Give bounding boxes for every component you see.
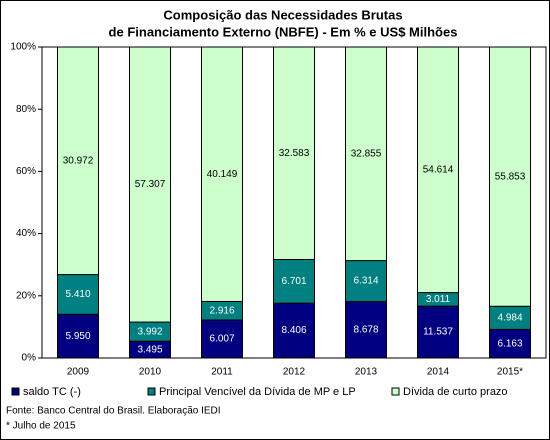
x-tick-label: 2013 [355, 367, 378, 378]
legend-swatch [391, 387, 400, 396]
data-label: 5.950 [65, 331, 90, 342]
y-tick-label: 100% [10, 42, 36, 53]
legend-label: saldo TC (-) [23, 386, 81, 398]
bar-segment [345, 301, 387, 359]
note: * Julho de 2015 [6, 421, 76, 432]
data-label: 6.007 [209, 334, 234, 345]
bar-segment [129, 46, 171, 323]
bar-segment [489, 46, 531, 307]
bar-segment [273, 302, 315, 359]
x-tick-label: 2012 [283, 367, 306, 378]
data-label: 6.163 [497, 338, 522, 349]
data-label: 8.678 [353, 324, 378, 335]
data-label: 3.495 [137, 344, 162, 355]
bar-segment [201, 319, 243, 359]
data-label: 55.853 [495, 171, 526, 182]
bar-segment [417, 46, 459, 294]
bar-segment [417, 305, 459, 359]
bar-segment [345, 46, 387, 262]
chart-title: Composição das Necessidades Brutas [163, 7, 402, 22]
y-tick-label: 20% [16, 290, 36, 301]
x-tick-label: 2009 [67, 367, 90, 378]
y-tick-label: 60% [16, 166, 36, 177]
x-tick-label: 2010 [139, 367, 162, 378]
chart-title: de Financiamento Externo (NBFE) - Em % e… [109, 24, 458, 39]
y-tick-label: 40% [16, 228, 36, 239]
data-label: 2.916 [209, 305, 234, 316]
data-label: 3.011 [426, 294, 451, 305]
bar-segment [201, 46, 243, 302]
data-label: 4.984 [497, 312, 522, 323]
data-label: 32.855 [351, 148, 382, 159]
legend-swatch [11, 387, 20, 396]
data-label: 3.992 [137, 326, 162, 337]
legend-label: Principal Vencível da Dívida de MP e LP [159, 386, 356, 398]
legend-label: Dívida de curto prazo [403, 386, 508, 398]
bar-segment [273, 46, 315, 260]
source: Fonte: Banco Central do Brasil. Elaboraç… [6, 406, 221, 417]
y-tick-label: 80% [16, 104, 36, 115]
data-label: 57.307 [135, 179, 166, 190]
data-label: 6.314 [353, 276, 378, 287]
data-label: 8.406 [281, 325, 306, 336]
data-label: 40.149 [207, 169, 238, 180]
data-label: 5.410 [65, 289, 90, 300]
bar-segment [345, 260, 387, 303]
bar-segment [57, 46, 99, 276]
x-tick-label: 2014 [427, 367, 450, 378]
data-label: 54.614 [423, 164, 454, 175]
data-label: 32.583 [279, 148, 310, 159]
x-tick-label: 2015* [497, 367, 523, 378]
x-tick-label: 2011 [211, 367, 233, 378]
data-label: 11.537 [423, 327, 453, 338]
bar-segment [489, 328, 531, 359]
bar-segment [273, 258, 315, 304]
legend-swatch [147, 387, 156, 396]
bar-segment [57, 313, 99, 359]
y-tick-label: 0% [22, 353, 37, 364]
data-label: 6.701 [281, 276, 306, 287]
data-label: 30.972 [63, 155, 94, 166]
